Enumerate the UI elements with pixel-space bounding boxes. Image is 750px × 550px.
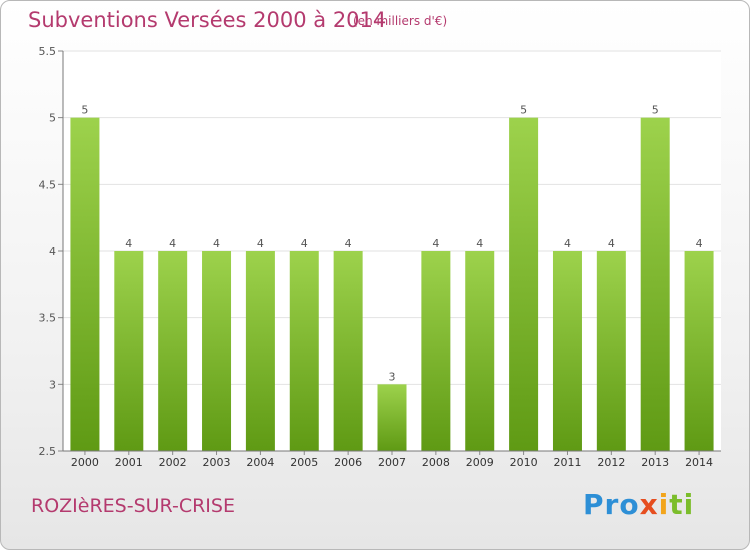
logo-part: ti	[669, 488, 695, 521]
data-label: 4	[608, 237, 615, 250]
x-tick-label: 2013	[641, 456, 669, 469]
x-tick-label: 2009	[466, 456, 494, 469]
bar	[421, 251, 451, 451]
bar	[377, 384, 407, 451]
bar	[552, 251, 582, 451]
data-label: 4	[432, 237, 439, 250]
data-label: 5	[520, 104, 527, 117]
logo-part: i	[658, 488, 670, 521]
data-label: 4	[169, 237, 176, 250]
x-tick-label: 2001	[115, 456, 143, 469]
y-tick-label: 2.5	[39, 445, 57, 458]
y-tick-label: 3.5	[39, 312, 57, 325]
data-label: 4	[125, 237, 132, 250]
y-tick-label: 5	[49, 112, 56, 125]
commune-name: ROZIèRES-SUR-CRISE	[31, 495, 235, 517]
x-tick-label: 2007	[378, 456, 406, 469]
logo-part: x	[639, 488, 659, 521]
bar	[114, 251, 144, 451]
chart-title: Subventions Versées 2000 à 2014	[28, 8, 387, 32]
data-label: 4	[345, 237, 352, 250]
x-tick-label: 2004	[246, 456, 274, 469]
data-label: 3	[389, 370, 396, 383]
x-tick-label: 2008	[422, 456, 450, 469]
y-tick-label: 5.5	[39, 45, 57, 58]
x-tick-label: 2000	[71, 456, 99, 469]
x-tick-label: 2012	[597, 456, 625, 469]
x-tick-label: 2003	[203, 456, 231, 469]
bar	[596, 251, 626, 451]
bar	[509, 117, 539, 452]
bar	[333, 251, 363, 451]
chart-unit-note: (en milliers d'€)	[353, 14, 448, 28]
bar	[289, 251, 319, 451]
y-tick-label: 4.5	[39, 178, 57, 191]
data-label: 5	[652, 104, 659, 117]
bar	[158, 251, 188, 451]
bar	[202, 251, 232, 451]
bar	[245, 251, 275, 451]
x-tick-label: 2010	[510, 456, 538, 469]
bar	[684, 251, 714, 451]
x-tick-label: 2005	[290, 456, 318, 469]
data-label: 4	[213, 237, 220, 250]
y-tick-label: 4	[49, 245, 56, 258]
data-label: 4	[476, 237, 483, 250]
data-label: 5	[81, 104, 88, 117]
proxiti-logo: Proxiti	[583, 488, 694, 521]
x-tick-label: 2014	[685, 456, 713, 469]
logo-part: Pro	[583, 488, 640, 521]
bar	[70, 117, 100, 452]
x-tick-label: 2011	[553, 456, 581, 469]
data-label: 4	[301, 237, 308, 250]
x-tick-label: 2006	[334, 456, 362, 469]
bar	[465, 251, 495, 451]
data-label: 4	[696, 237, 703, 250]
data-label: 4	[564, 237, 571, 250]
x-tick-label: 2002	[159, 456, 187, 469]
data-label: 4	[257, 237, 264, 250]
y-tick-label: 3	[49, 378, 56, 391]
bar	[640, 117, 670, 452]
